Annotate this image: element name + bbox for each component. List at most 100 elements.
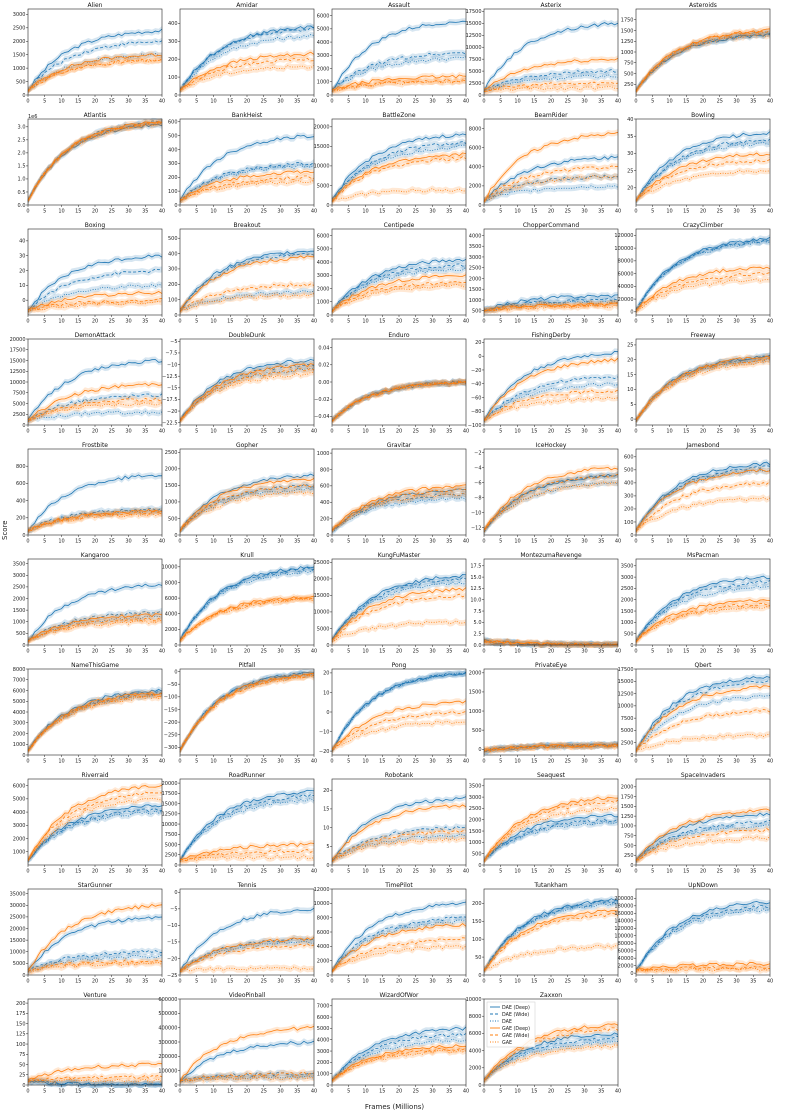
x-tick-label: 20	[244, 649, 250, 655]
y-tick-label: 35000	[10, 891, 26, 897]
y-tick-label: 6000	[469, 1031, 482, 1037]
series-line	[27, 254, 163, 311]
subplot-asteroids: Asteroids 0 5 10 15 20 25 30 35 40 250 500 750 1000 12…	[621, 2, 773, 105]
y-tick-label: −7.5	[165, 351, 177, 357]
y-tick-label: 7500	[165, 832, 178, 838]
x-tick-label: 25	[261, 429, 267, 435]
subplot-title: Gravitar	[387, 442, 412, 449]
series-line	[179, 566, 315, 641]
x-tick-label: 25	[717, 99, 723, 105]
y-tick-label: 1000	[317, 451, 330, 457]
x-tick-label: 15	[683, 429, 689, 435]
x-tick-label: 30	[429, 759, 435, 765]
x-tick-label: 25	[261, 979, 267, 985]
series-line	[27, 583, 163, 642]
x-tick-label: 40	[615, 1089, 621, 1095]
x-tick-label: 5	[347, 649, 350, 655]
y-tick-label: 2500	[621, 741, 634, 747]
series-line	[27, 1080, 163, 1086]
x-tick-label: 10	[210, 99, 216, 105]
series-line	[635, 361, 771, 422]
x-tick-label: 10	[210, 319, 216, 325]
x-tick-label: 10	[666, 539, 672, 545]
series-line	[635, 481, 771, 533]
series-line	[635, 278, 771, 313]
y-tick-label: 2500	[469, 81, 482, 87]
subplot-spaceinvaders: SpaceInvaders 0 5 10 15 20 25 30 35 40 0 250 500 750 1…	[621, 772, 773, 875]
series-band	[484, 741, 618, 755]
y-tick-label: 1500	[469, 829, 482, 835]
y-tick-label: 0	[326, 973, 329, 979]
y-tick-label: 20000	[314, 577, 330, 583]
y-tick-label: 6000	[317, 930, 330, 936]
series-line	[483, 473, 619, 530]
series-line	[27, 784, 163, 862]
y-tick-label: 100000	[158, 1068, 177, 1074]
x-tick-label: 5	[43, 429, 46, 435]
series-line	[179, 797, 315, 862]
series-line	[179, 598, 315, 640]
series-band	[332, 1047, 466, 1083]
x-tick-label: 15	[531, 319, 537, 325]
x-tick-label: 35	[142, 99, 148, 105]
y-tick-label: −12.5	[162, 374, 177, 380]
y-tick-label: 2500	[13, 412, 26, 418]
y-tick-label: 4000	[165, 612, 178, 618]
x-tick-label: 20	[700, 429, 706, 435]
series-band	[180, 167, 314, 204]
x-tick-label: 40	[615, 759, 621, 765]
series-band	[28, 118, 162, 204]
y-tick-label: 15000	[466, 21, 482, 27]
series-line	[635, 468, 771, 530]
series-band	[28, 1060, 162, 1083]
axes-frame	[27, 998, 163, 1086]
series-band	[180, 940, 314, 975]
series-line	[635, 355, 771, 421]
x-tick-label: 30	[581, 429, 587, 435]
y-tick-label: −2	[474, 451, 481, 457]
subplot-title: StarGunner	[78, 882, 113, 889]
x-tick-label: 10	[210, 1089, 216, 1095]
y-tick-label: 500	[472, 728, 482, 734]
x-tick-label: 30	[277, 319, 283, 325]
series-band	[180, 795, 314, 865]
x-tick-label: 30	[125, 1089, 131, 1095]
subplot-title: WizardOfWor	[379, 992, 419, 999]
series-line	[483, 909, 619, 972]
series-line	[635, 904, 770, 970]
x-tick-label: 10	[58, 539, 64, 545]
series-line	[179, 1075, 315, 1082]
y-tick-label: −60	[471, 395, 482, 401]
x-tick-label: 20	[396, 869, 402, 875]
subplot-title: Alien	[88, 2, 103, 9]
y-tick-label: 4000	[317, 40, 330, 46]
x-tick-label: 0	[26, 209, 29, 215]
x-tick-label: 15	[379, 649, 385, 655]
x-tick-label: 15	[227, 759, 233, 765]
subplot-demonattack: DemonAttack 0 5 10 15 20 25 30 35 40 0 2500 5000 7500…	[10, 332, 166, 435]
x-tick-label: 10	[514, 649, 520, 655]
y-tick-label: 400	[168, 147, 178, 153]
x-tick-label: 5	[43, 209, 46, 215]
y-tick-label: 200	[16, 516, 26, 522]
y-tick-label: 4000	[13, 810, 26, 816]
series-band	[484, 163, 618, 205]
series-line	[27, 28, 163, 92]
y-tick-label: 8000	[469, 1014, 482, 1020]
subplot-icehockey: IceHockey 0 5 10 15 20 25 30 35 40 −12 −10 −8 −6 −4 −2	[471, 442, 621, 545]
x-tick-label: 40	[463, 539, 469, 545]
series-line	[483, 1023, 619, 1081]
x-tick-label: 5	[347, 429, 350, 435]
series-band	[636, 156, 770, 204]
subplot-title: Zaxxon	[540, 992, 562, 999]
y-tick-label: −0.02	[314, 397, 329, 403]
series-line	[483, 396, 619, 420]
y-tick-label: −15	[167, 386, 178, 392]
x-tick-label: 40	[463, 869, 469, 875]
y-tick-label: 3000	[13, 573, 26, 579]
y-tick-label: 10000	[162, 565, 178, 571]
subplot-privateeye: PrivateEye 0 5 10 15 20 25 30 35 40 0 500 1000 1500 20…	[469, 662, 621, 765]
x-tick-label: 25	[109, 429, 115, 435]
x-tick-label: 35	[750, 319, 756, 325]
